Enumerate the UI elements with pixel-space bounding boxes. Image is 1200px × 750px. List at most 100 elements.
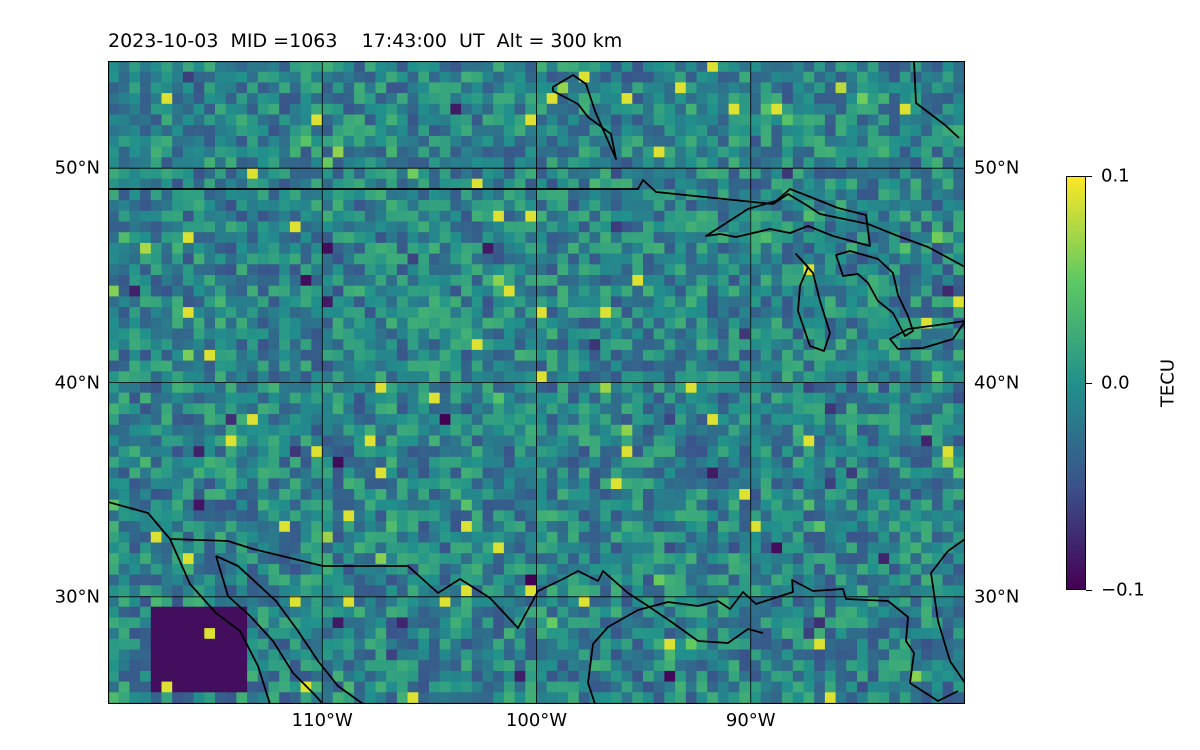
tec-cell (653, 189, 665, 201)
tec-cell (514, 146, 526, 158)
tec-cell (407, 531, 419, 544)
tec-cell (803, 371, 815, 383)
tec-cell (279, 328, 291, 340)
tec-cell (707, 275, 719, 287)
tec-cell (525, 596, 537, 608)
tec-cell (782, 606, 794, 618)
tec-cell (311, 563, 323, 576)
tec-cell (140, 456, 152, 469)
tec-cell (289, 596, 302, 608)
tec-cell (386, 135, 398, 148)
tec-cell (632, 264, 644, 276)
tec-cell (354, 510, 366, 522)
tec-cell (578, 146, 591, 158)
tec-cell (279, 446, 291, 458)
tec-cell (696, 317, 708, 330)
tec-cell (193, 574, 205, 586)
tec-cell (225, 617, 237, 629)
tec-cell (161, 189, 173, 201)
tec-cell (931, 125, 944, 137)
tec-cell (621, 510, 633, 522)
tec-cell (632, 531, 644, 544)
tec-cell (728, 189, 740, 201)
tec-cell (471, 574, 484, 586)
tec-cell (375, 168, 387, 180)
tec-cell (643, 542, 655, 554)
tec-cell (471, 168, 484, 180)
tec-cell (675, 606, 687, 618)
tec-cell (857, 93, 869, 105)
tec-cell (129, 563, 141, 576)
tec-cell (450, 275, 462, 287)
tec-cell (172, 414, 184, 426)
tec-cell (921, 670, 933, 683)
tec-cell (439, 328, 451, 340)
tec-cell (300, 606, 312, 618)
tec-cell (835, 210, 847, 223)
tec-cell (782, 424, 794, 437)
tec-cell (610, 403, 623, 415)
tec-cell (750, 456, 762, 469)
tec-cell (664, 585, 676, 597)
tec-cell (675, 531, 687, 544)
lat-label-left: 50°N (54, 157, 100, 179)
tec-cell (931, 178, 944, 190)
tec-cell (172, 681, 184, 693)
tec-cell (899, 146, 912, 158)
tec-cell (129, 574, 141, 586)
tec-cell (493, 371, 505, 383)
tec-cell (878, 606, 890, 618)
tec-cell (942, 692, 954, 704)
tec-cell (643, 456, 655, 469)
tec-cell (717, 253, 730, 265)
tec-cell (332, 221, 344, 233)
tec-cell (450, 456, 462, 469)
tec-cell (803, 478, 815, 490)
tec-cell (536, 478, 548, 490)
tec-cell (824, 103, 837, 116)
tec-cell (664, 61, 676, 73)
tec-cell (140, 392, 152, 404)
tec-cell (643, 349, 655, 362)
tec-cell (204, 542, 216, 554)
tec-cell (717, 210, 730, 223)
tec-cell (450, 114, 462, 126)
tec-cell (921, 93, 933, 105)
tec-cell (450, 628, 462, 640)
tec-cell (578, 221, 591, 233)
tec-cell (204, 660, 216, 672)
tec-cell (418, 71, 430, 83)
tec-cell (921, 553, 933, 565)
tec-cell (129, 510, 141, 522)
tec-cell (857, 606, 869, 618)
tec-cell (407, 242, 419, 255)
tec-cell (846, 670, 858, 683)
tec-cell (600, 403, 612, 415)
tec-cell (546, 339, 558, 351)
tec-cell (257, 617, 270, 629)
tec-cell (557, 670, 569, 683)
tec-cell (921, 146, 933, 158)
tec-cell (910, 157, 922, 169)
tec-cell (343, 135, 355, 148)
tec-cell (685, 221, 698, 233)
tec-cell (942, 585, 954, 597)
tec-cell (792, 574, 805, 586)
tec-cell (482, 478, 494, 490)
tec-cell (354, 114, 366, 126)
tec-cell (461, 82, 473, 94)
tec-cell (739, 446, 751, 458)
tec-cell (546, 596, 558, 608)
tec-cell (536, 307, 548, 319)
tec-cell (589, 210, 601, 223)
tec-cell (899, 264, 912, 276)
tec-cell (910, 489, 922, 501)
map-features (108, 61, 965, 704)
tec-cell (514, 296, 526, 308)
tec-cell (589, 296, 601, 308)
tec-cell (225, 670, 237, 683)
tec-cell (429, 360, 441, 372)
tec-cell (814, 510, 826, 522)
tec-cell (332, 210, 344, 223)
tec-cell (621, 93, 633, 105)
